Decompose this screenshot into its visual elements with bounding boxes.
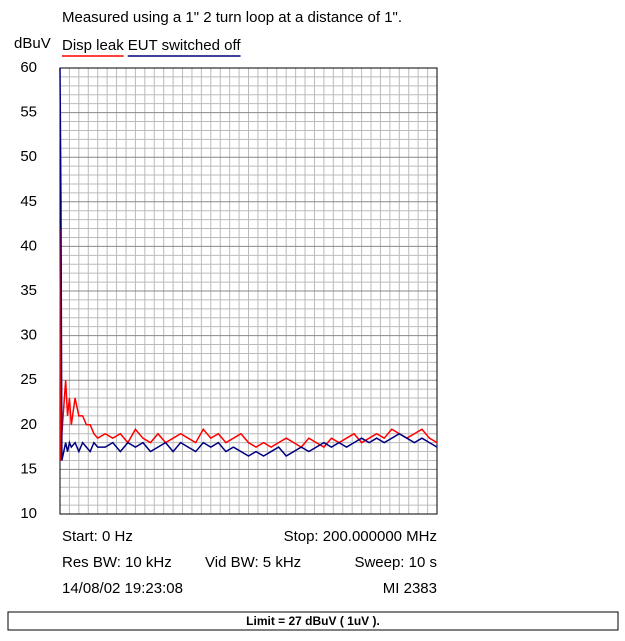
limit-box [7, 611, 619, 631]
series-line [59, 228, 438, 461]
y-tick-label: 40 [20, 237, 37, 254]
y-tick-label: 55 [20, 104, 37, 121]
y-tick-label: 20 [20, 416, 37, 433]
chart-title: Measured using a 1" 2 turn loop at a dis… [62, 9, 402, 26]
y-axis-label: dBuV [14, 35, 51, 52]
legend-label: EUT switched off [128, 37, 242, 54]
y-tick-label: 45 [20, 193, 37, 210]
limit-label: Limit = 27 dBuV ( 1uV ). [246, 614, 380, 628]
sweep-label: Sweep: 10 s [354, 554, 437, 571]
vid-bw-label: Vid BW: 5 kHz [205, 554, 301, 571]
y-tick-label: 60 [20, 59, 37, 76]
timestamp: 14/08/02 19:23:08 [62, 580, 183, 597]
y-tick-label: 30 [20, 327, 37, 344]
stop-label: Stop: 200.000000 MHz [284, 528, 437, 545]
y-tick-label: 25 [20, 371, 37, 388]
y-tick-label: 50 [20, 148, 37, 165]
y-tick-label: 15 [20, 460, 37, 477]
legend-label: Disp leak [62, 37, 124, 54]
y-tick-label: 10 [20, 505, 37, 522]
series-line [59, 67, 438, 461]
id-label: MI 2383 [383, 580, 437, 597]
start-label: Start: 0 Hz [62, 528, 133, 545]
res-bw-label: Res BW: 10 kHz [62, 554, 172, 571]
y-tick-label: 35 [20, 282, 37, 299]
